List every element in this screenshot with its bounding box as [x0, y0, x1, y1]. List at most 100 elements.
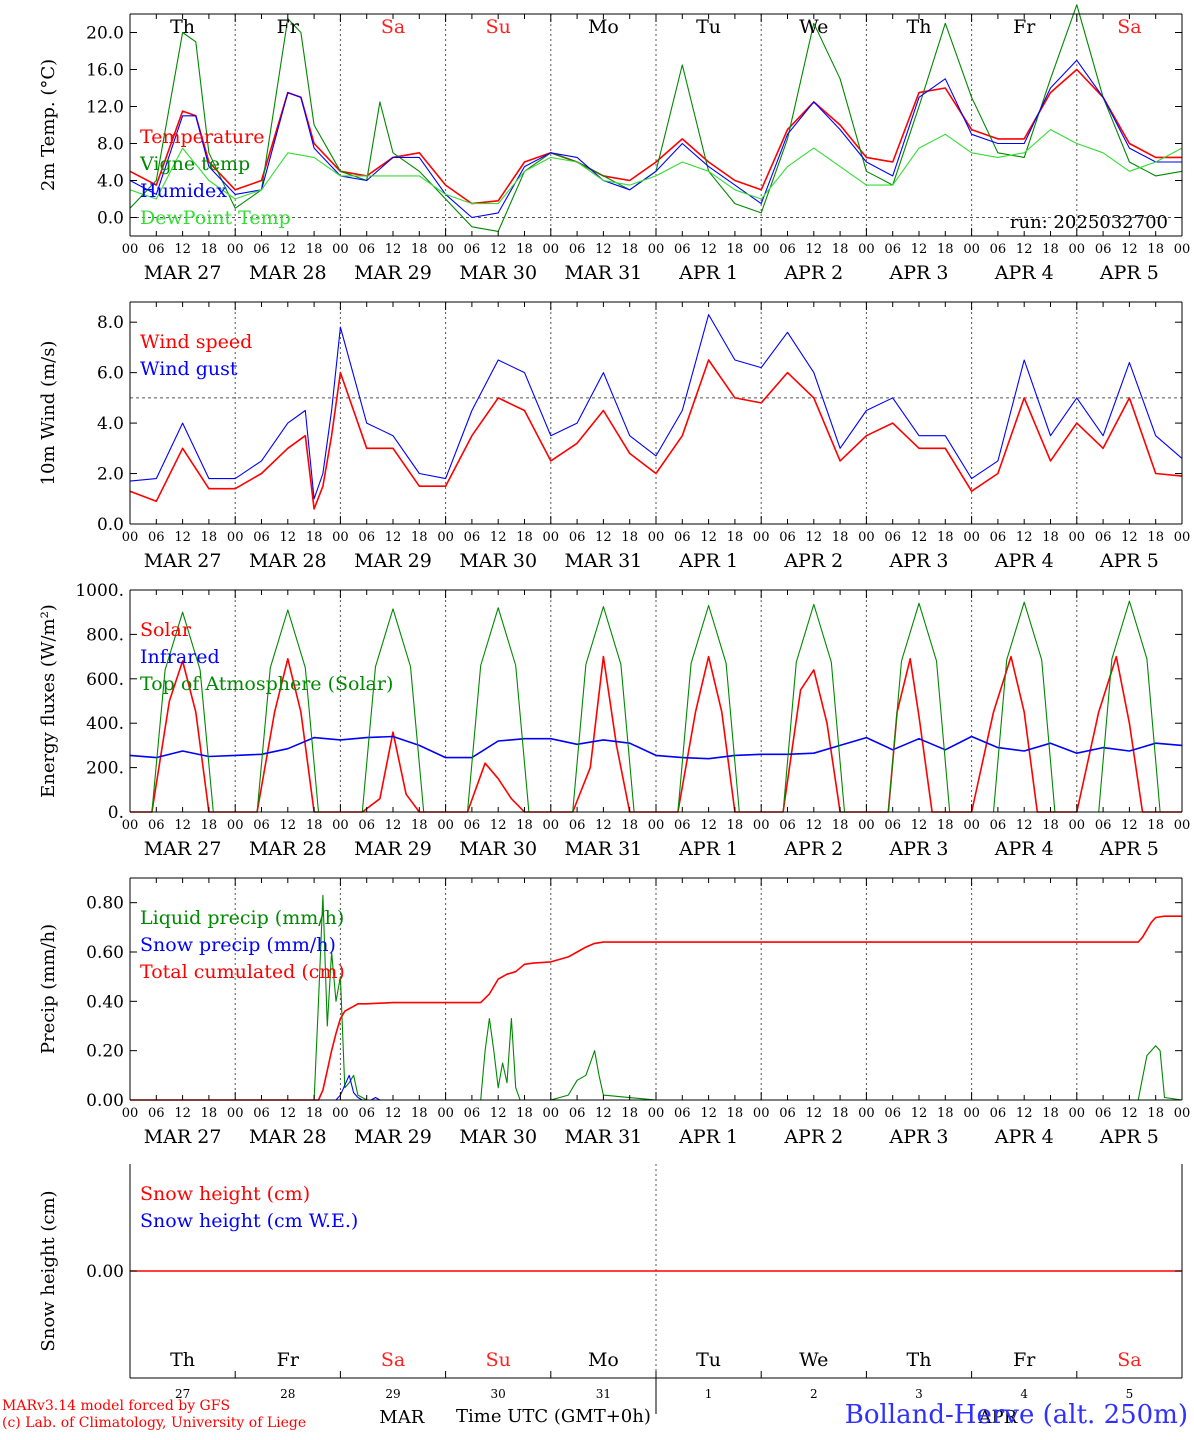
panel-2: 0.0 2.0 4.0 6.0 8.0 10m Wind (m/s) Wind speed W…: [38, 301, 1191, 572]
weekday-label-bottom: Sa: [381, 1349, 405, 1371]
date-label: MAR 29: [354, 550, 432, 572]
date-label: MAR 27: [144, 550, 222, 572]
hour-label: 12: [490, 1106, 507, 1121]
hour-label: 06: [358, 1106, 375, 1121]
hour-label: 00: [963, 1106, 980, 1121]
hour-label: 00: [437, 1106, 454, 1121]
date-label: MAR 27: [144, 838, 222, 860]
hour-label: 00: [122, 242, 139, 257]
hour-label: 18: [621, 818, 638, 833]
series-line-liquid-precip-mm-h-: [130, 894, 1183, 1101]
hour-label: 12: [595, 242, 612, 257]
weekday-label-bottom: Tu: [696, 1349, 721, 1371]
y-tick-label: 0.40: [86, 992, 124, 1012]
legend-entry: Snow precip (mm/h): [140, 934, 336, 956]
day-number-label: 30: [491, 1387, 506, 1401]
hour-label: 18: [516, 530, 533, 545]
hour-label: 00: [1069, 1106, 1086, 1121]
date-label: APR 5: [1099, 838, 1159, 860]
hour-label: 18: [306, 242, 323, 257]
hour-label: 12: [174, 1106, 191, 1121]
date-label: APR 5: [1099, 550, 1159, 572]
date-label: MAR 28: [249, 1126, 327, 1148]
hour-label: 06: [1095, 818, 1112, 833]
panel-5: 0.00 Snow height (cm) Snow height (cm) Snow…: [38, 1164, 1183, 1379]
hour-label: 18: [201, 818, 218, 833]
hour-label: 12: [490, 818, 507, 833]
legend-entry: Wind gust: [140, 358, 238, 380]
hour-label: 18: [1042, 1106, 1059, 1121]
hour-label: 18: [516, 242, 533, 257]
hour-label: 12: [911, 242, 928, 257]
month-label: MAR: [379, 1407, 424, 1428]
hour-label: 12: [385, 818, 402, 833]
hour-label: 00: [543, 242, 560, 257]
hour-label: 06: [779, 1106, 796, 1121]
hour-label: 18: [306, 530, 323, 545]
hour-label: 00: [1174, 530, 1191, 545]
hour-label: 06: [464, 818, 481, 833]
date-label: MAR 28: [249, 262, 327, 284]
y-tick-label: 2.0: [97, 465, 124, 485]
day-number-label: 5: [1126, 1387, 1134, 1401]
hour-label: 12: [1016, 1106, 1033, 1121]
hour-label: 12: [280, 530, 297, 545]
weekday-label-bottom: Sa: [1117, 1349, 1141, 1371]
hour-label: 18: [411, 818, 428, 833]
date-label: APR 4: [994, 1126, 1054, 1148]
y-tick-label: 16.0: [86, 61, 124, 81]
hour-label: 12: [1121, 818, 1138, 833]
hour-label: 12: [385, 242, 402, 257]
hour-label: 12: [806, 242, 823, 257]
date-label: MAR 31: [565, 838, 643, 860]
hour-label: 12: [174, 242, 191, 257]
day-number-label: 2: [810, 1387, 818, 1401]
hour-label: 18: [1042, 530, 1059, 545]
date-label: MAR 30: [459, 838, 537, 860]
weekday-label-top: Mo: [588, 16, 619, 38]
hour-label: 00: [753, 530, 770, 545]
day-number-label: 28: [280, 1387, 295, 1401]
hour-label: 00: [963, 530, 980, 545]
hour-label: 06: [569, 530, 586, 545]
hour-label: 18: [832, 530, 849, 545]
hour-label: 00: [122, 530, 139, 545]
hour-label: 00: [858, 242, 875, 257]
hour-label: 12: [595, 818, 612, 833]
hour-label: 00: [227, 1106, 244, 1121]
weekday-label-top: Tu: [696, 16, 721, 38]
hour-label: 18: [306, 1106, 323, 1121]
y-axis-label: Energy fluxes (W/m²): [38, 604, 59, 798]
weekday-label-bottom: We: [799, 1349, 828, 1371]
hour-label: 18: [621, 242, 638, 257]
date-label: MAR 31: [565, 1126, 643, 1148]
y-tick-label: 4.0: [97, 172, 124, 192]
hour-label: 06: [1095, 1106, 1112, 1121]
weekday-label-top: Th: [907, 16, 932, 38]
hour-label: 00: [963, 818, 980, 833]
hour-label: 12: [174, 530, 191, 545]
date-label: APR 1: [678, 262, 738, 284]
hour-label: 00: [753, 818, 770, 833]
hour-label: 06: [779, 530, 796, 545]
hour-label: 06: [464, 242, 481, 257]
date-label: MAR 30: [459, 1126, 537, 1148]
credit-line-1: MARv3.14 model forced by GFS: [2, 1398, 231, 1414]
y-tick-label: 1000.: [75, 581, 124, 601]
hour-label: 18: [1042, 818, 1059, 833]
hour-label: 18: [411, 1106, 428, 1121]
hour-label: 06: [990, 242, 1007, 257]
date-label: APR 2: [783, 262, 843, 284]
hour-label: 00: [648, 818, 665, 833]
hour-label: 12: [806, 530, 823, 545]
y-tick-label: 6.0: [97, 364, 124, 384]
hour-label: 00: [648, 242, 665, 257]
hour-label: 00: [122, 1106, 139, 1121]
hour-label: 18: [1147, 530, 1164, 545]
hour-label: 00: [122, 818, 139, 833]
hour-label: 00: [543, 818, 560, 833]
weekday-label-top: We: [799, 16, 828, 38]
series-line-infrared: [129, 735, 1183, 760]
y-tick-label: 0.0: [97, 515, 124, 535]
